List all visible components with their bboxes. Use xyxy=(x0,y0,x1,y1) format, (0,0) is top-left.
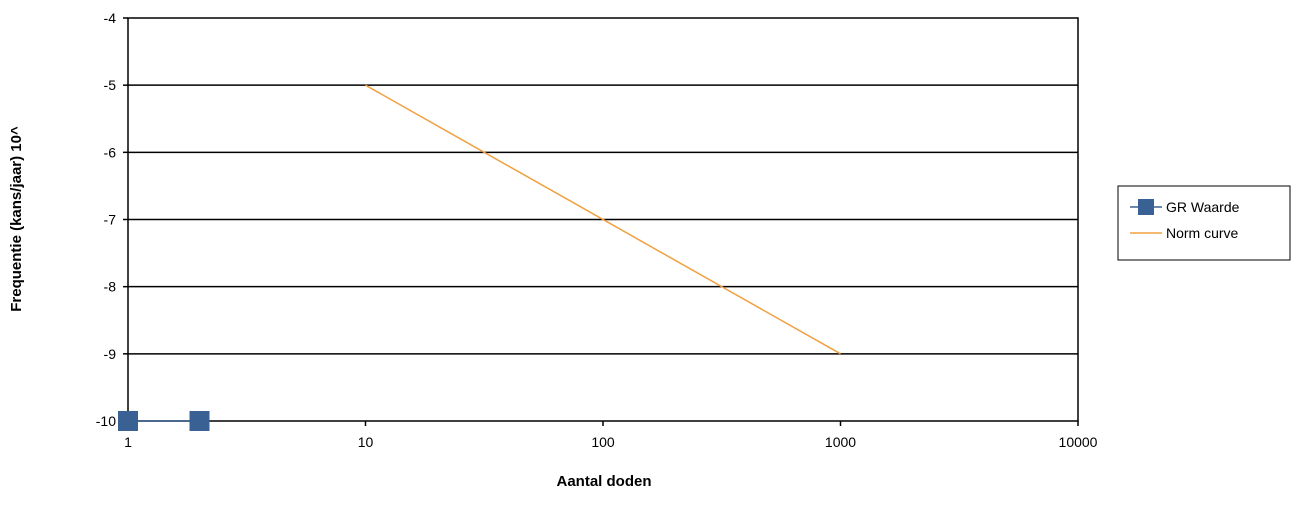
y-tick-label: -10 xyxy=(96,413,116,429)
legend: GR Waarde Norm curve xyxy=(1117,185,1291,261)
y-tick-label: -7 xyxy=(104,212,117,228)
y-tick-label: -4 xyxy=(104,10,117,26)
x-tick-label: 1 xyxy=(124,434,132,450)
data-point-gr-waarde xyxy=(118,411,138,431)
y-axis: -4 -5 -6 -7 -8 -9 -10 xyxy=(96,10,128,429)
y-tick-label: -5 xyxy=(104,77,117,93)
y-tick-label: -8 xyxy=(104,279,117,295)
y-tick-label: -6 xyxy=(104,144,117,160)
series-line-norm-curve xyxy=(365,84,841,355)
x-tick-label: 10 xyxy=(358,434,374,450)
x-axis-title: Aantal doden xyxy=(556,473,651,490)
x-tick-label: 10000 xyxy=(1059,434,1098,450)
series-layer xyxy=(118,84,841,431)
legend-label-gr-waarde: GR Waarde xyxy=(1166,199,1240,215)
y-tick-label: -9 xyxy=(104,346,117,362)
x-tick-label: 100 xyxy=(591,434,615,450)
legend-marker-gr-waarde xyxy=(1138,199,1154,215)
y-axis-title: Frequentie (kans/jaar) 10^ xyxy=(8,126,25,312)
legend-label-norm-curve: Norm curve xyxy=(1166,225,1239,241)
data-point-gr-waarde xyxy=(189,411,210,431)
x-tick-label: 1000 xyxy=(825,434,856,450)
legend-box xyxy=(1117,185,1291,261)
x-axis: 1 10 100 1000 10000 xyxy=(124,421,1098,450)
